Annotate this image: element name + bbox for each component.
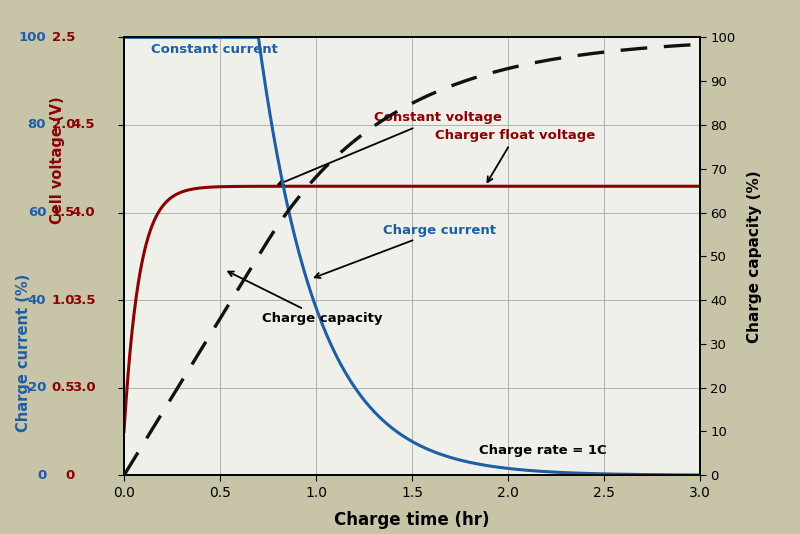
Text: 60: 60 — [28, 206, 46, 219]
Text: 80: 80 — [28, 119, 46, 131]
Text: 4.5: 4.5 — [72, 119, 95, 131]
Text: 3.0: 3.0 — [71, 381, 95, 394]
Text: Charger float voltage: Charger float voltage — [435, 129, 595, 182]
Text: Constant current: Constant current — [151, 43, 278, 56]
Text: Charge current: Charge current — [314, 224, 496, 278]
Text: Charge capacity: Charge capacity — [228, 272, 382, 325]
Text: 2.5: 2.5 — [52, 31, 75, 44]
Text: 20: 20 — [28, 381, 46, 394]
Text: Cell voltage (V): Cell voltage (V) — [50, 96, 66, 224]
Text: Constant voltage: Constant voltage — [278, 112, 502, 185]
Text: 0: 0 — [66, 469, 75, 482]
Text: 0.5: 0.5 — [51, 381, 75, 394]
Text: 1.5: 1.5 — [52, 206, 75, 219]
Text: 3.5: 3.5 — [72, 294, 95, 307]
Text: 0: 0 — [37, 469, 46, 482]
Text: Charge current (%): Charge current (%) — [16, 273, 30, 432]
Text: 4.0: 4.0 — [71, 206, 95, 219]
Y-axis label: Charge capacity (%): Charge capacity (%) — [746, 170, 762, 343]
Text: Charge rate = 1C: Charge rate = 1C — [479, 444, 607, 457]
Text: 2.0: 2.0 — [51, 119, 75, 131]
Text: 40: 40 — [28, 294, 46, 307]
Text: 1.0: 1.0 — [51, 294, 75, 307]
Text: 100: 100 — [18, 31, 46, 44]
X-axis label: Charge time (hr): Charge time (hr) — [334, 511, 490, 529]
